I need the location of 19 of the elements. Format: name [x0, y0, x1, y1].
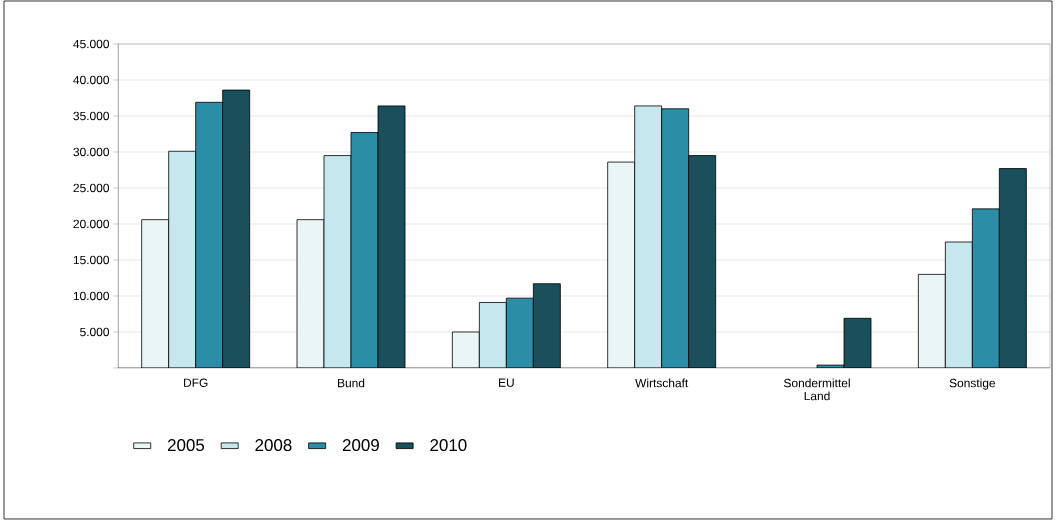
legend-label: 2010 [430, 439, 467, 452]
y-tick-label: 20.000 [73, 219, 110, 229]
legend-label: 2005 [167, 439, 205, 452]
x-tick-label: Wirtschaft [635, 378, 689, 388]
y-tick-label: 10.000 [73, 291, 110, 301]
y-tick-label: 45.000 [73, 39, 110, 49]
x-tick-label: DFG [184, 378, 208, 387]
legend-label: 2008 [255, 439, 292, 452]
x-tick-label: Sondermittel Land [784, 378, 850, 401]
y-tick-label: 30.000 [73, 147, 110, 157]
y-tick-label: 40.000 [73, 75, 110, 85]
x-tick-label: Bund [338, 378, 365, 388]
y-tick-label: 25.000 [73, 183, 110, 193]
legend-label: 2009 [342, 439, 379, 452]
x-tick-label: EU [499, 378, 514, 387]
y-tick-label: 35.000 [73, 111, 110, 121]
y-tick-label: 5.000 [80, 327, 110, 337]
x-tick-label: Sonstige [949, 378, 996, 390]
y-tick-label: 15.000 [73, 255, 110, 265]
